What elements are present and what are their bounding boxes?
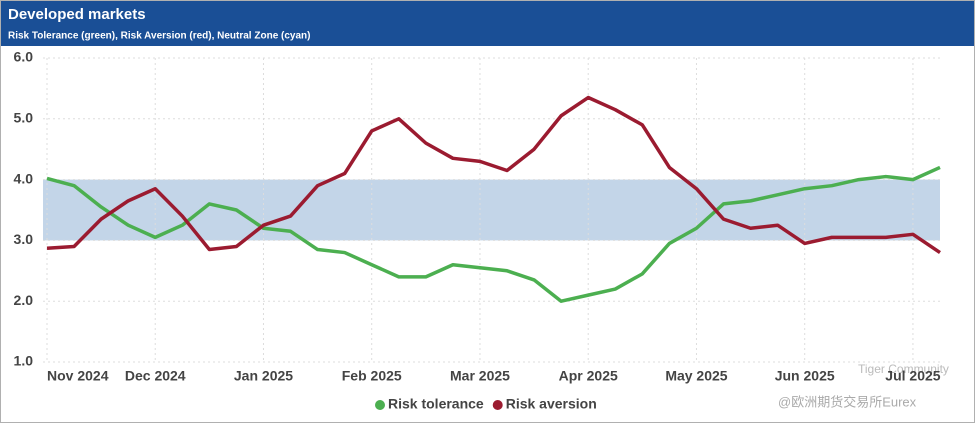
x-tick-label: Mar 2025 (450, 368, 510, 384)
legend-label: Risk aversion (506, 396, 597, 412)
x-tick-label: Jun 2025 (775, 368, 835, 384)
series-line (46, 95, 941, 255)
legend-marker (375, 400, 385, 410)
y-tick-label: 2.0 (14, 292, 34, 308)
y-tick-label: 6.0 (14, 49, 34, 65)
watermark: Tiger Community (858, 362, 949, 376)
legend-marker (492, 400, 503, 410)
y-tick-label: 4.0 (14, 170, 34, 186)
x-tick-label: Jul 2025 (885, 368, 940, 384)
x-tick-label: May 2025 (665, 368, 727, 384)
y-tick-label: 1.0 (14, 353, 34, 369)
x-tick-label: Jan 2025 (234, 368, 293, 384)
title-bar (1, 1, 974, 46)
x-tick-label: Nov 2024 (47, 368, 109, 384)
series-line (46, 165, 941, 303)
watermark: @欧洲期货交易所Eurex (778, 394, 917, 409)
x-tick-label: Feb 2025 (342, 368, 402, 384)
x-tick-label: Apr 2025 (559, 368, 618, 384)
x-tick-label: Dec 2024 (125, 368, 186, 384)
legend-label: Risk tolerance (388, 396, 484, 412)
chart-title: Developed markets (8, 6, 146, 23)
y-tick-label: 5.0 (14, 110, 34, 126)
chart-subtitle: Risk Tolerance (green), Risk Aversion (r… (8, 31, 311, 42)
y-tick-label: 3.0 (14, 231, 34, 247)
